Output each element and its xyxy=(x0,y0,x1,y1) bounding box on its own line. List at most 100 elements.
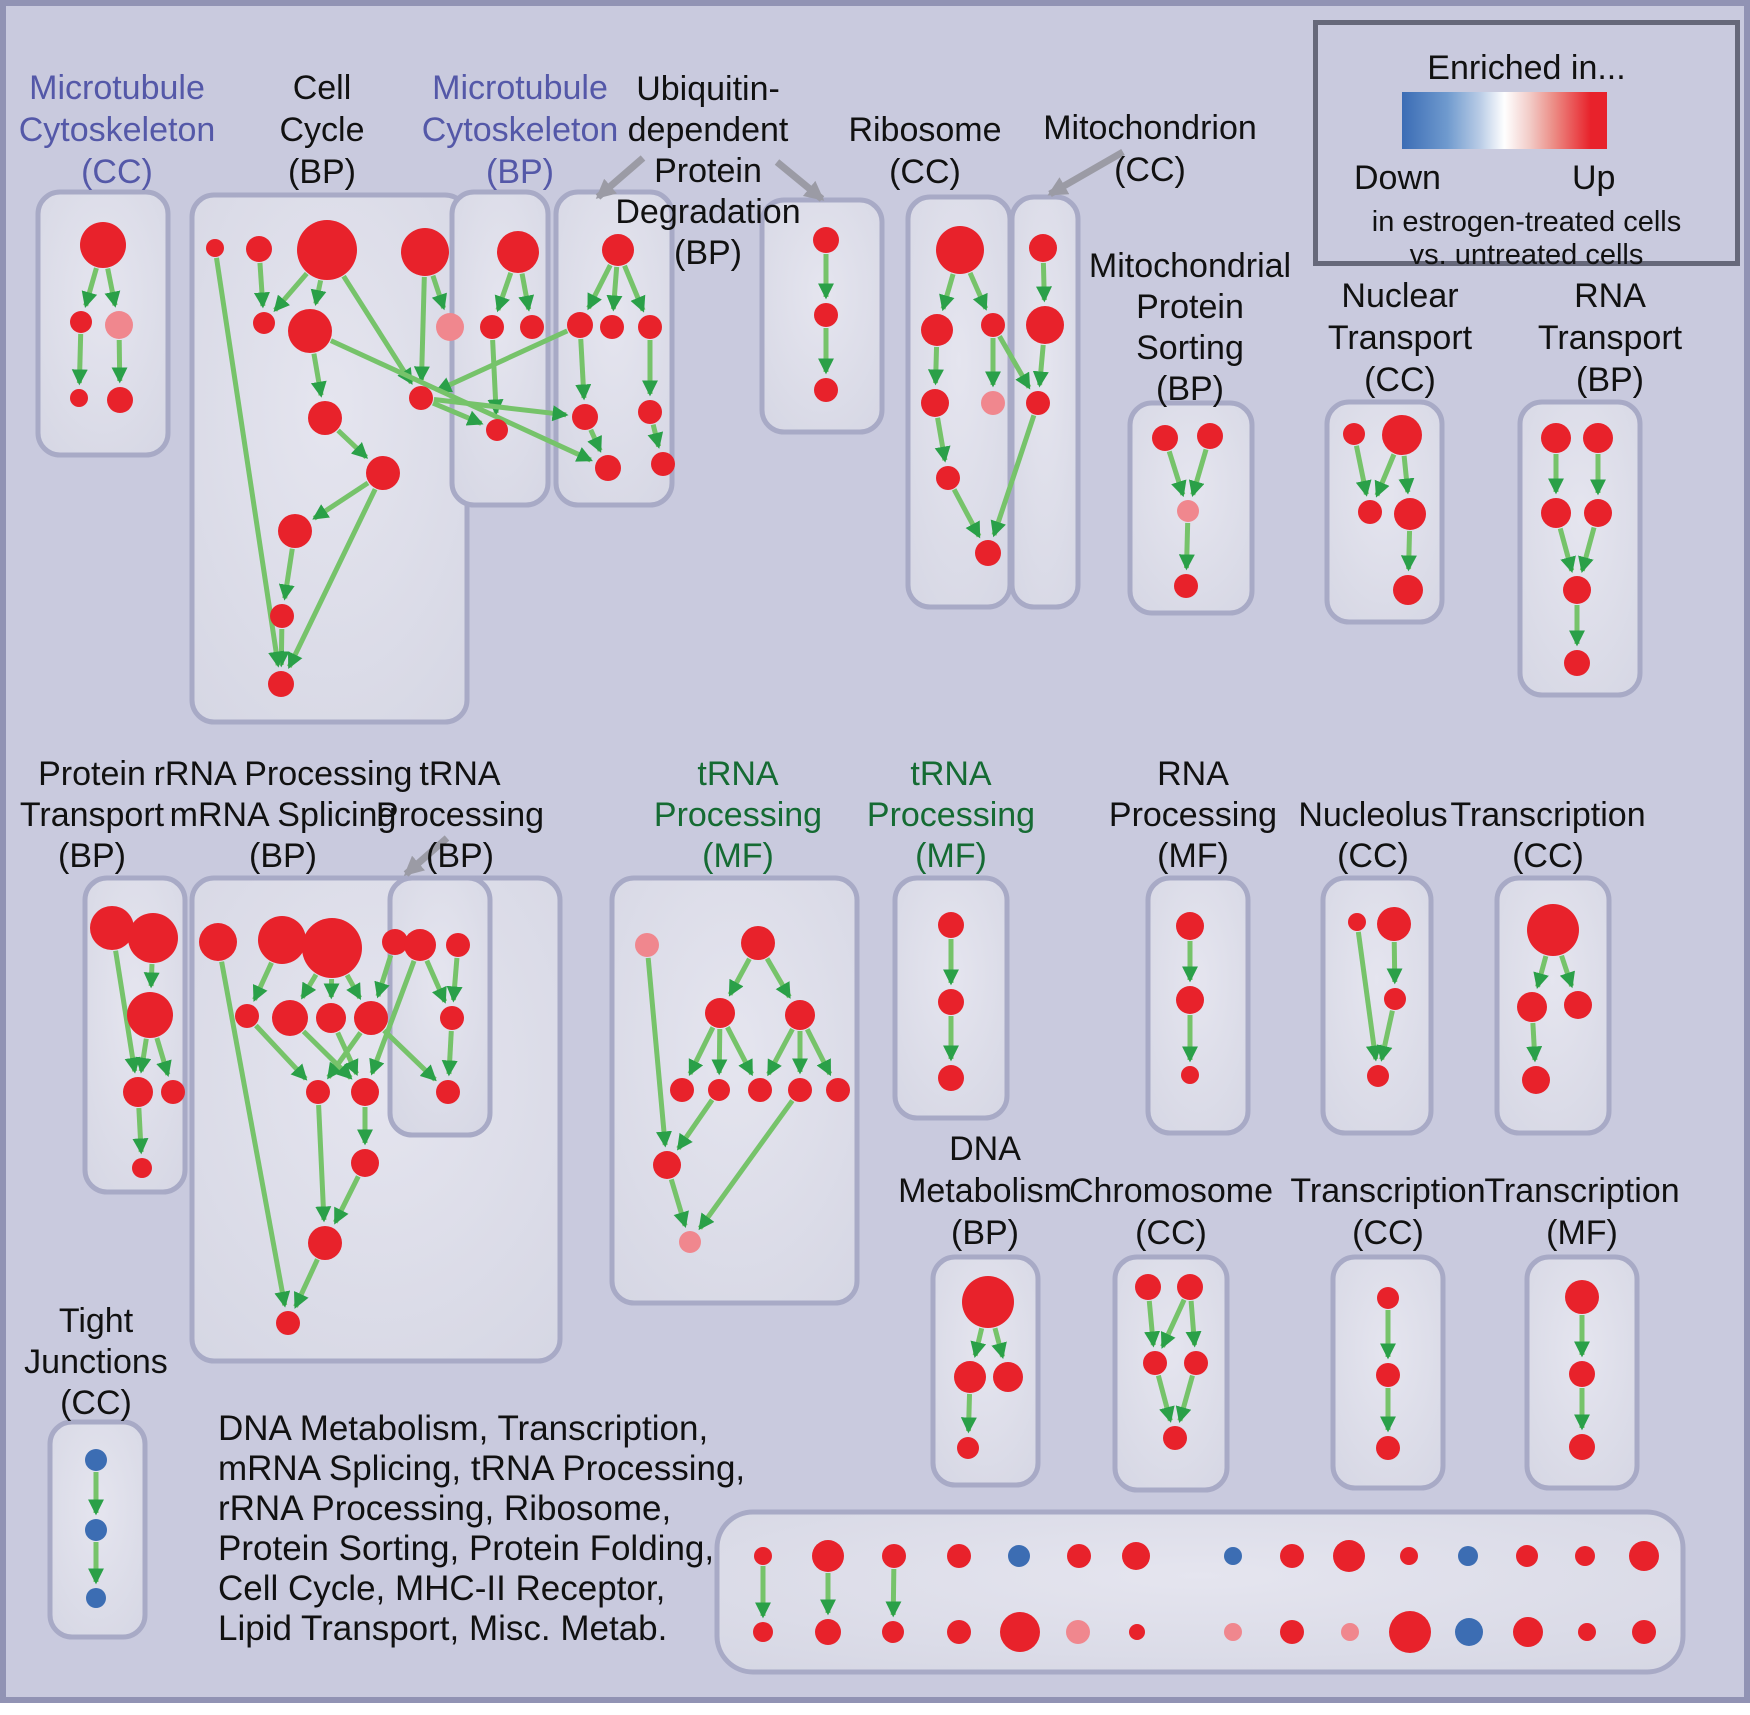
node-rrna-4 xyxy=(235,1004,259,1028)
node-ribosome-4 xyxy=(981,391,1005,415)
node-rna_proc_mf-1 xyxy=(1176,986,1204,1014)
node-mixed-22 xyxy=(1224,1623,1242,1641)
edge-rrna-12 xyxy=(219,961,291,1308)
edge-ribosome-2 xyxy=(927,346,944,386)
node-transcription_mf-0 xyxy=(1565,1280,1599,1314)
cross-edge-7 xyxy=(382,1028,437,1082)
node-ribosome-3 xyxy=(921,389,949,417)
edge-transcription_cc1-2 xyxy=(1526,1022,1543,1063)
edge-chromosome-1 xyxy=(1160,1298,1187,1349)
edge-rrna-10 xyxy=(333,1175,361,1225)
node-rrna-9 xyxy=(351,1078,379,1106)
cluster-box-dna_metab xyxy=(930,1254,1041,1488)
node-mps-3 xyxy=(1174,574,1198,598)
node-cell_cycle-2 xyxy=(297,220,357,280)
node-prot_transport-4 xyxy=(161,1080,185,1104)
edge-trna_mf_big-8 xyxy=(645,957,672,1148)
cluster-label-mps-line-1: Protein xyxy=(1136,288,1244,326)
node-mixed-16 xyxy=(815,1619,841,1645)
node-mt_bp-2 xyxy=(520,315,544,339)
edge-trna_mf_big-0 xyxy=(727,957,752,997)
node-trna_mf_small-2 xyxy=(938,1065,964,1091)
node-tight_junctions-2 xyxy=(86,1588,106,1608)
node-trna_mf_big-5 xyxy=(708,1079,730,1101)
node-mixed-8 xyxy=(1280,1544,1304,1568)
node-prot_transport-0 xyxy=(90,906,134,950)
node-dna_metab-3 xyxy=(957,1437,979,1459)
cluster-label-mt_cc-line-2: (CC) xyxy=(81,153,153,191)
node-ubiq_a-4 xyxy=(572,404,598,430)
cluster-box-chromosome xyxy=(1112,1254,1230,1493)
node-rrna-8 xyxy=(306,1080,330,1104)
node-rna_proc_mf-0 xyxy=(1176,912,1204,940)
edge-rrna-5 xyxy=(254,1023,308,1081)
node-nuc_transport-2 xyxy=(1358,500,1382,524)
edge-mt_bp-1 xyxy=(518,273,535,312)
edge-chromosome-3 xyxy=(1155,1374,1175,1423)
node-trna_mf_big-4 xyxy=(670,1078,694,1102)
node-mt_cc-4 xyxy=(107,387,133,413)
node-cell_cycle-3 xyxy=(401,228,449,276)
node-cell_cycle-7 xyxy=(409,386,433,410)
cluster-label-mt_bp-line-0: Microtubule xyxy=(432,69,608,107)
node-cell_cycle-11 xyxy=(270,604,294,628)
edge-mt_bp-2 xyxy=(487,339,504,416)
cluster-label-rna_proc_mf-line-0: RNA xyxy=(1157,755,1229,793)
node-mixed-27 xyxy=(1513,1617,1543,1647)
edge-trna_mf_big-1 xyxy=(764,957,792,999)
cross-edge-1 xyxy=(435,328,569,393)
node-chromosome-2 xyxy=(1143,1351,1167,1375)
node-trna_bp-3 xyxy=(436,1080,460,1104)
node-mixed-2 xyxy=(882,1544,906,1568)
node-mixed-17 xyxy=(882,1621,904,1643)
cluster-label-cell_cycle-line-1: Cycle xyxy=(279,111,364,149)
cross-edge-0 xyxy=(433,397,569,422)
node-cell_cycle-6 xyxy=(436,313,464,341)
node-ribosome-1 xyxy=(921,314,953,346)
node-transcription_cc1-0 xyxy=(1527,904,1579,956)
edge-mt_cc-2 xyxy=(71,333,88,386)
cluster-label-rna_transport-line-1: Transport xyxy=(1538,319,1683,357)
edge-prot_transport-0 xyxy=(113,950,141,1074)
cluster-label-prot_transport-line-1: Transport xyxy=(20,796,165,834)
node-trna_bp-2 xyxy=(440,1006,464,1030)
edge-cell_cycle-0 xyxy=(253,262,270,309)
node-ubiq_a-1 xyxy=(567,312,593,338)
edge-nuc_transport-0 xyxy=(1353,445,1372,497)
node-nuc_transport-4 xyxy=(1393,575,1423,605)
cluster-label-tight_junctions-line-1: Junctions xyxy=(24,1343,168,1381)
node-trna_mf_big-9 xyxy=(653,1151,681,1179)
node-prot_transport-3 xyxy=(123,1077,153,1107)
misc-clusters-text: DNA Metabolism, Transcription, mRNA Spli… xyxy=(218,1409,745,1649)
node-mixed-9 xyxy=(1333,1540,1365,1572)
edge-mt_cc-1 xyxy=(104,268,121,308)
node-mixed-1 xyxy=(812,1540,844,1572)
node-mixed-14 xyxy=(1629,1541,1659,1571)
node-trna_mf_big-6 xyxy=(748,1078,772,1102)
node-dna_metab-0 xyxy=(962,1276,1014,1328)
edge-nuc_transport-3 xyxy=(1400,530,1417,572)
edge-rrna-11 xyxy=(315,1104,332,1223)
node-mixed-0 xyxy=(754,1547,772,1565)
node-mixed-11 xyxy=(1458,1546,1478,1566)
edge-cell_cycle-12 xyxy=(287,488,378,670)
cluster-label-nuc_transport-line-0: Nuclear xyxy=(1341,277,1458,315)
misc-text-line-6: Lipid Transport, Misc. Metab. xyxy=(218,1609,668,1648)
edge-ribosome-5 xyxy=(951,488,982,539)
cross-edge-4 xyxy=(997,335,1032,390)
cross-edge-3 xyxy=(432,400,484,426)
node-chromosome-0 xyxy=(1135,1274,1161,1300)
edge-prot_transport-4 xyxy=(132,1107,149,1155)
node-nucleolus-2 xyxy=(1384,988,1406,1010)
node-ubiq_b-0 xyxy=(813,227,839,253)
node-cell_cycle-9 xyxy=(366,456,400,490)
node-cell_cycle-4 xyxy=(253,312,275,334)
node-rna_transport-1 xyxy=(1583,423,1613,453)
node-trna_mf_small-1 xyxy=(938,989,964,1015)
cluster-label-rna_proc_mf-line-2: (MF) xyxy=(1157,837,1229,875)
edge-chromosome-4 xyxy=(1175,1374,1195,1423)
node-transcription_cc1-1 xyxy=(1517,992,1547,1022)
node-ubiq_a-7 xyxy=(651,452,675,476)
misc-text-line-1: DNA Metabolism, Transcription, xyxy=(218,1409,709,1448)
edge-trna_mf_big-9 xyxy=(676,1098,715,1151)
